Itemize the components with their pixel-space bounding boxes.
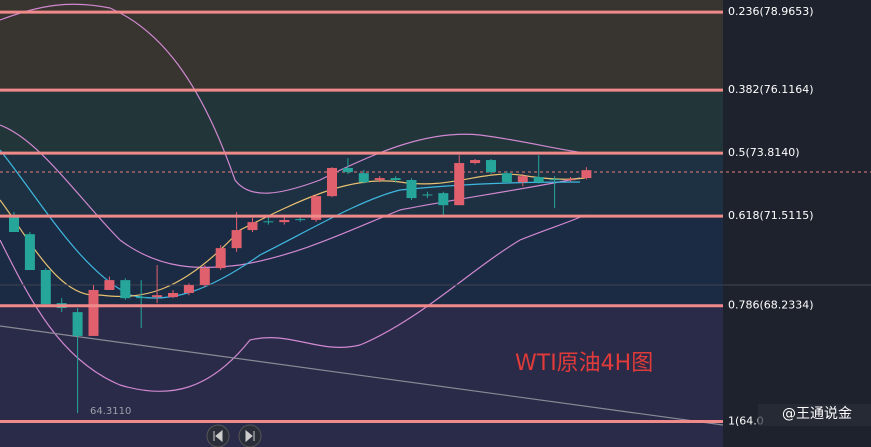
ma-slow — [0, 149, 581, 299]
fib-band — [0, 421, 723, 447]
candle-body — [374, 178, 385, 181]
candle-body — [199, 268, 210, 286]
candle-body — [486, 160, 496, 173]
candle-body — [215, 248, 226, 269]
fib-bands — [0, 0, 723, 447]
pager[interactable] — [206, 424, 262, 447]
watermark: @王通说金 — [782, 406, 852, 422]
candle-body — [40, 270, 51, 305]
candle-body — [390, 178, 401, 181]
fib-lines: 0.236(78.9653) 0.382(76.1164) 0.5(73.8140)… — [0, 5, 814, 428]
candle-body — [24, 234, 35, 271]
ma-fast — [0, 173, 586, 297]
candle-body — [581, 170, 592, 179]
candle-body — [406, 180, 417, 199]
candle-body — [358, 173, 369, 183]
candle-body — [72, 312, 83, 336]
fib-label: 1(64.0 — [728, 415, 764, 428]
candle-body — [470, 160, 481, 164]
fib-band — [0, 0, 723, 91]
prev-icon — [213, 429, 223, 443]
fib-label: 0.236(78.9653) — [728, 5, 814, 18]
candle-body — [311, 196, 322, 220]
candle-body — [327, 167, 337, 197]
next-icon — [245, 429, 255, 443]
candle-body — [247, 222, 258, 231]
lower-band — [0, 214, 586, 392]
fib-band — [0, 153, 723, 217]
fib-label: 0.786(68.2334) — [728, 299, 814, 312]
fib-label: 0.618(71.5115) — [728, 209, 814, 222]
chart-title: WTI原油4H图 — [515, 351, 653, 376]
fib-label: 0.382(76.1164) — [728, 83, 814, 96]
candle-body — [152, 295, 163, 298]
candle-body — [517, 176, 528, 183]
candle-body — [533, 176, 544, 183]
candle-body — [104, 280, 115, 290]
candle-body — [342, 167, 353, 173]
candle-body — [549, 179, 560, 181]
candle-body — [422, 194, 433, 196]
candle-body — [168, 292, 178, 298]
fib-band — [0, 305, 723, 422]
candle-body — [501, 173, 512, 183]
fib-label: 0.5(73.8140) — [728, 146, 800, 159]
upper-band — [0, 3, 586, 194]
fib-band — [0, 90, 723, 154]
candle-body — [438, 193, 449, 206]
candle-body — [565, 179, 576, 181]
candle-body — [279, 219, 290, 223]
candle-body — [231, 230, 242, 249]
candle-body — [454, 163, 465, 206]
candle-body — [120, 280, 131, 299]
fib-band — [0, 216, 723, 306]
candle-body — [183, 285, 194, 293]
candle-body — [9, 215, 19, 232]
candle-body — [263, 221, 274, 223]
candle-body — [136, 297, 147, 299]
candle-body — [295, 219, 306, 221]
candles — [9, 155, 592, 414]
candle-body — [88, 289, 99, 336]
fib-band — [0, 0, 723, 13]
low-label: 64.3110 — [90, 406, 131, 417]
watermark-bg — [758, 404, 871, 426]
trend-line — [0, 325, 724, 426]
